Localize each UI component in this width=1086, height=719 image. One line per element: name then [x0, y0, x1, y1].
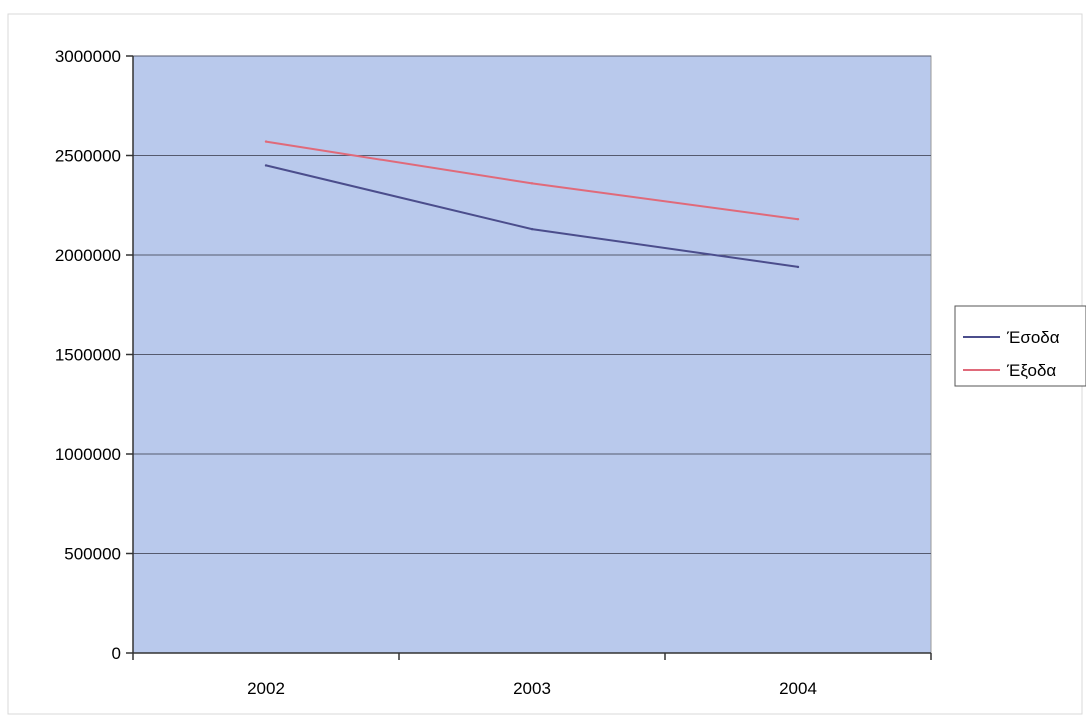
y-tick-label: 2500000: [55, 147, 121, 166]
x-tick-label: 2003: [513, 679, 551, 698]
data-point: [264, 140, 268, 143]
legend-label-series-1: Έσοδα: [1006, 328, 1060, 347]
gridlines: [126, 55, 932, 660]
data-point: [796, 217, 800, 221]
data-point: [530, 227, 534, 231]
legend-label-series-2: Έξοδα: [1006, 361, 1056, 380]
x-tick-labels: 2002 2003 2004: [247, 679, 817, 698]
y-tick-label: 1500000: [55, 346, 121, 365]
data-point: [264, 164, 268, 167]
y-tick-labels: 0 500000 1000000 1500000 2000000 2500000 30000…: [55, 47, 121, 663]
data-point: [796, 265, 800, 269]
x-tick-label: 2004: [779, 679, 817, 698]
legend-box: [954, 305, 1086, 387]
data-point: [530, 182, 534, 185]
y-tick-label: 3000000: [55, 47, 121, 66]
y-tick-label: 500000: [64, 545, 121, 564]
series-lines: [264, 140, 800, 269]
legend: Έσοδα Έξοδα: [954, 305, 1086, 387]
y-tick-label: 2000000: [55, 246, 121, 265]
y-tick-label: 0: [112, 644, 121, 663]
axes: [132, 56, 931, 654]
y-tick-label: 1000000: [55, 445, 121, 464]
x-tick-label: 2002: [247, 679, 285, 698]
